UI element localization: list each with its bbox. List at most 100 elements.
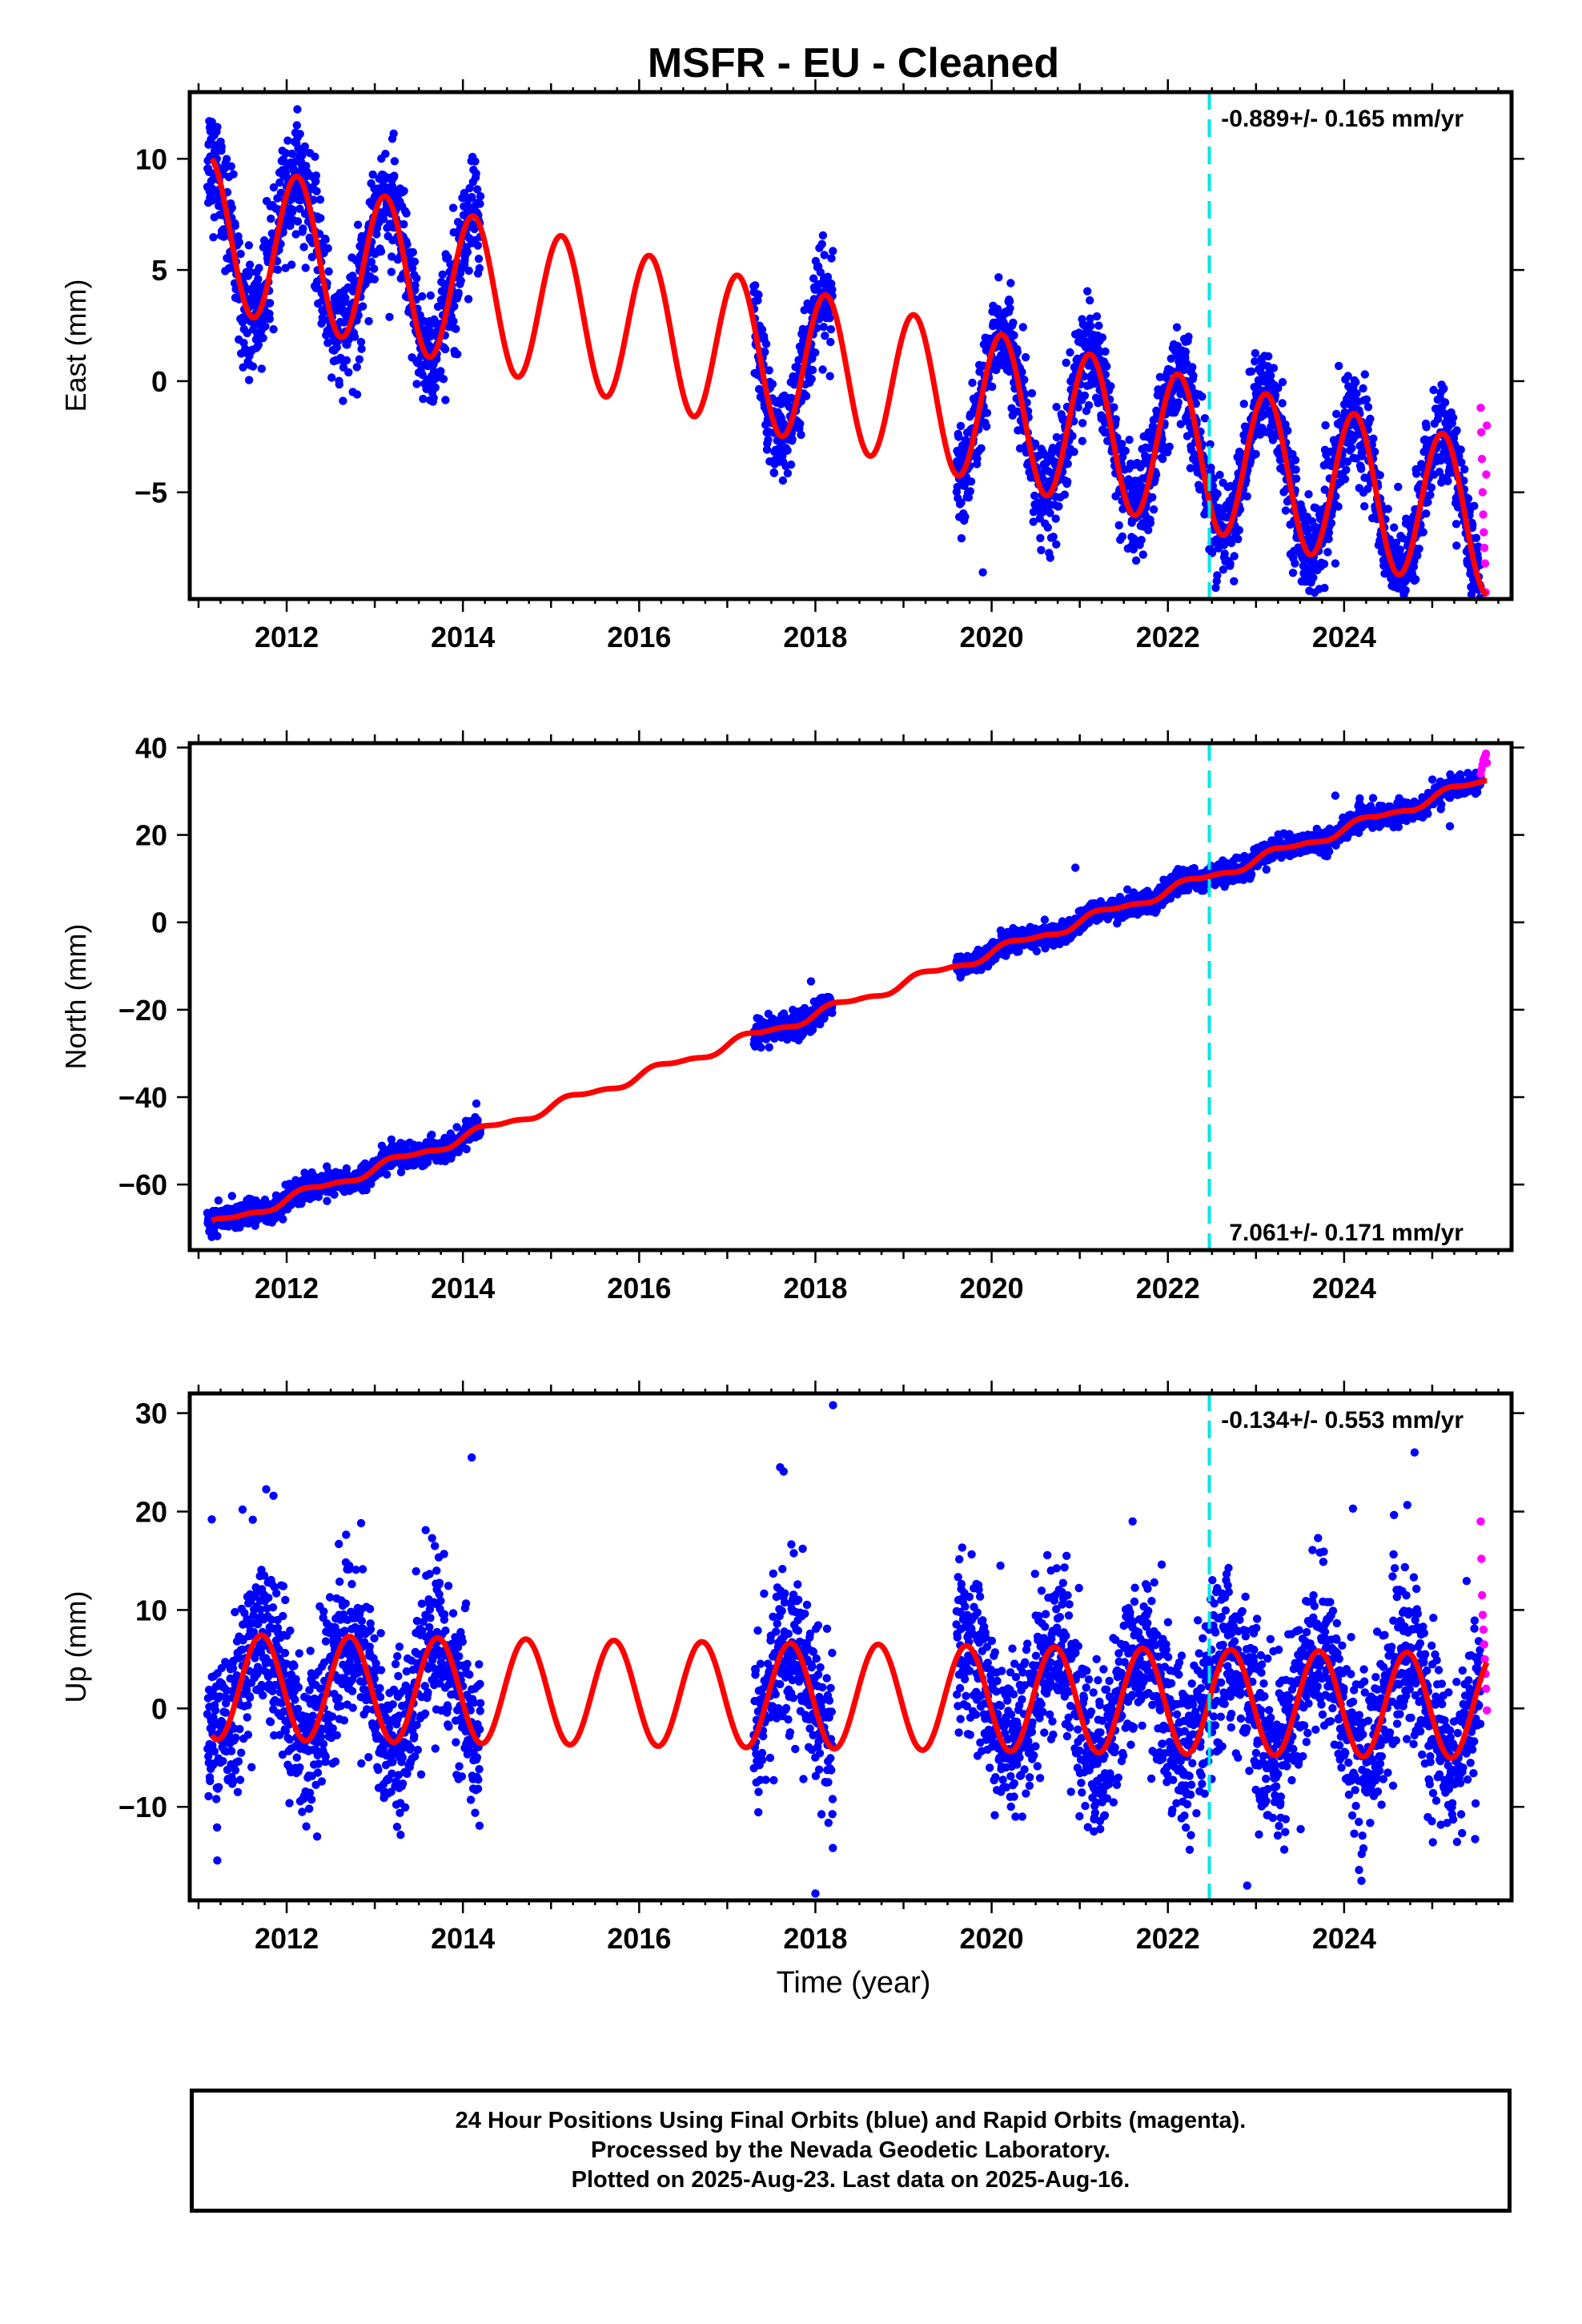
data-point xyxy=(1158,454,1167,464)
data-point xyxy=(818,231,828,240)
y-tick-label: 10 xyxy=(135,143,167,175)
data-point xyxy=(402,209,411,218)
data-point xyxy=(1098,333,1107,342)
data-point xyxy=(255,263,263,272)
data-point xyxy=(465,183,474,193)
x-tick-label: 2018 xyxy=(783,621,847,653)
data-point xyxy=(454,288,463,297)
data-point xyxy=(1403,644,1411,652)
data-point xyxy=(762,445,772,454)
data-point xyxy=(275,178,284,187)
rate-annotation: -0.889+/- 0.165 mm/yr xyxy=(1221,106,1464,132)
data-point xyxy=(312,187,321,195)
data-point xyxy=(1215,470,1224,480)
data-point xyxy=(456,276,465,285)
data-point xyxy=(1220,549,1229,558)
data-point xyxy=(1332,409,1341,419)
data-point xyxy=(410,257,420,266)
outlier-point xyxy=(1230,577,1239,585)
data-point xyxy=(1080,391,1090,400)
data-point xyxy=(299,243,308,251)
data-point xyxy=(474,255,484,263)
data-point xyxy=(973,454,982,463)
data-point xyxy=(1209,474,1219,483)
data-point xyxy=(1181,348,1191,356)
data-point xyxy=(1172,323,1182,332)
data-point xyxy=(768,380,777,388)
data-point xyxy=(808,365,817,375)
data-point xyxy=(332,343,341,352)
data-point xyxy=(1369,434,1378,443)
data-point xyxy=(341,293,350,303)
data-point xyxy=(453,350,462,359)
data-point xyxy=(1167,396,1176,406)
rapid-point xyxy=(1482,470,1491,479)
data-point xyxy=(964,493,974,502)
data-point xyxy=(387,267,396,276)
data-point xyxy=(1362,395,1371,404)
data-point xyxy=(754,384,764,394)
data-point xyxy=(1401,605,1409,613)
data-point xyxy=(1283,426,1292,435)
data-point xyxy=(825,372,834,380)
data-point xyxy=(246,267,255,277)
data-point xyxy=(1052,432,1062,442)
rapid-point xyxy=(1476,404,1485,412)
x-tick-label: 2012 xyxy=(255,621,319,653)
data-point xyxy=(350,332,359,341)
data-point xyxy=(1166,354,1176,363)
data-point xyxy=(292,121,301,130)
data-point xyxy=(1018,368,1026,376)
data-point xyxy=(426,291,435,300)
data-point xyxy=(819,323,828,332)
data-point xyxy=(389,129,398,138)
data-point xyxy=(229,170,238,179)
data-point xyxy=(1036,533,1045,543)
data-point xyxy=(1106,382,1115,391)
data-point xyxy=(769,468,779,477)
data-point xyxy=(828,285,837,294)
data-point xyxy=(415,360,424,368)
data-point xyxy=(1281,506,1291,515)
data-point xyxy=(381,149,390,159)
data-point xyxy=(1422,509,1431,518)
data-point xyxy=(1401,585,1410,595)
data-point xyxy=(1146,519,1155,528)
rapid-point xyxy=(1480,528,1488,537)
data-point xyxy=(1063,477,1072,486)
data-point xyxy=(988,382,997,392)
data-point xyxy=(982,408,992,417)
data-point xyxy=(448,203,458,212)
data-point xyxy=(1141,451,1150,460)
data-point xyxy=(1138,550,1148,559)
data-point xyxy=(342,356,351,365)
data-point xyxy=(344,368,353,377)
data-point xyxy=(1037,545,1046,555)
data-point xyxy=(265,315,274,324)
data-point xyxy=(412,380,421,388)
data-point xyxy=(472,169,480,178)
data-point xyxy=(1013,348,1022,356)
data-point xyxy=(241,344,250,353)
data-point xyxy=(257,364,266,373)
data-point xyxy=(1151,470,1161,479)
data-point xyxy=(352,363,361,372)
data-point xyxy=(248,362,258,371)
data-point xyxy=(227,162,235,171)
data-point xyxy=(1182,432,1192,440)
x-tick-label: 2014 xyxy=(431,621,495,653)
data-point xyxy=(956,421,966,431)
data-point xyxy=(1321,420,1330,430)
data-point xyxy=(765,366,773,375)
data-point xyxy=(1174,398,1183,407)
data-point xyxy=(1211,583,1220,593)
data-point xyxy=(961,513,970,521)
data-point xyxy=(1472,533,1481,542)
data-point xyxy=(307,252,316,262)
data-point xyxy=(1188,363,1197,372)
data-point xyxy=(1006,296,1014,306)
data-point xyxy=(1363,403,1373,412)
data-point xyxy=(1086,314,1095,323)
data-point xyxy=(217,143,226,151)
